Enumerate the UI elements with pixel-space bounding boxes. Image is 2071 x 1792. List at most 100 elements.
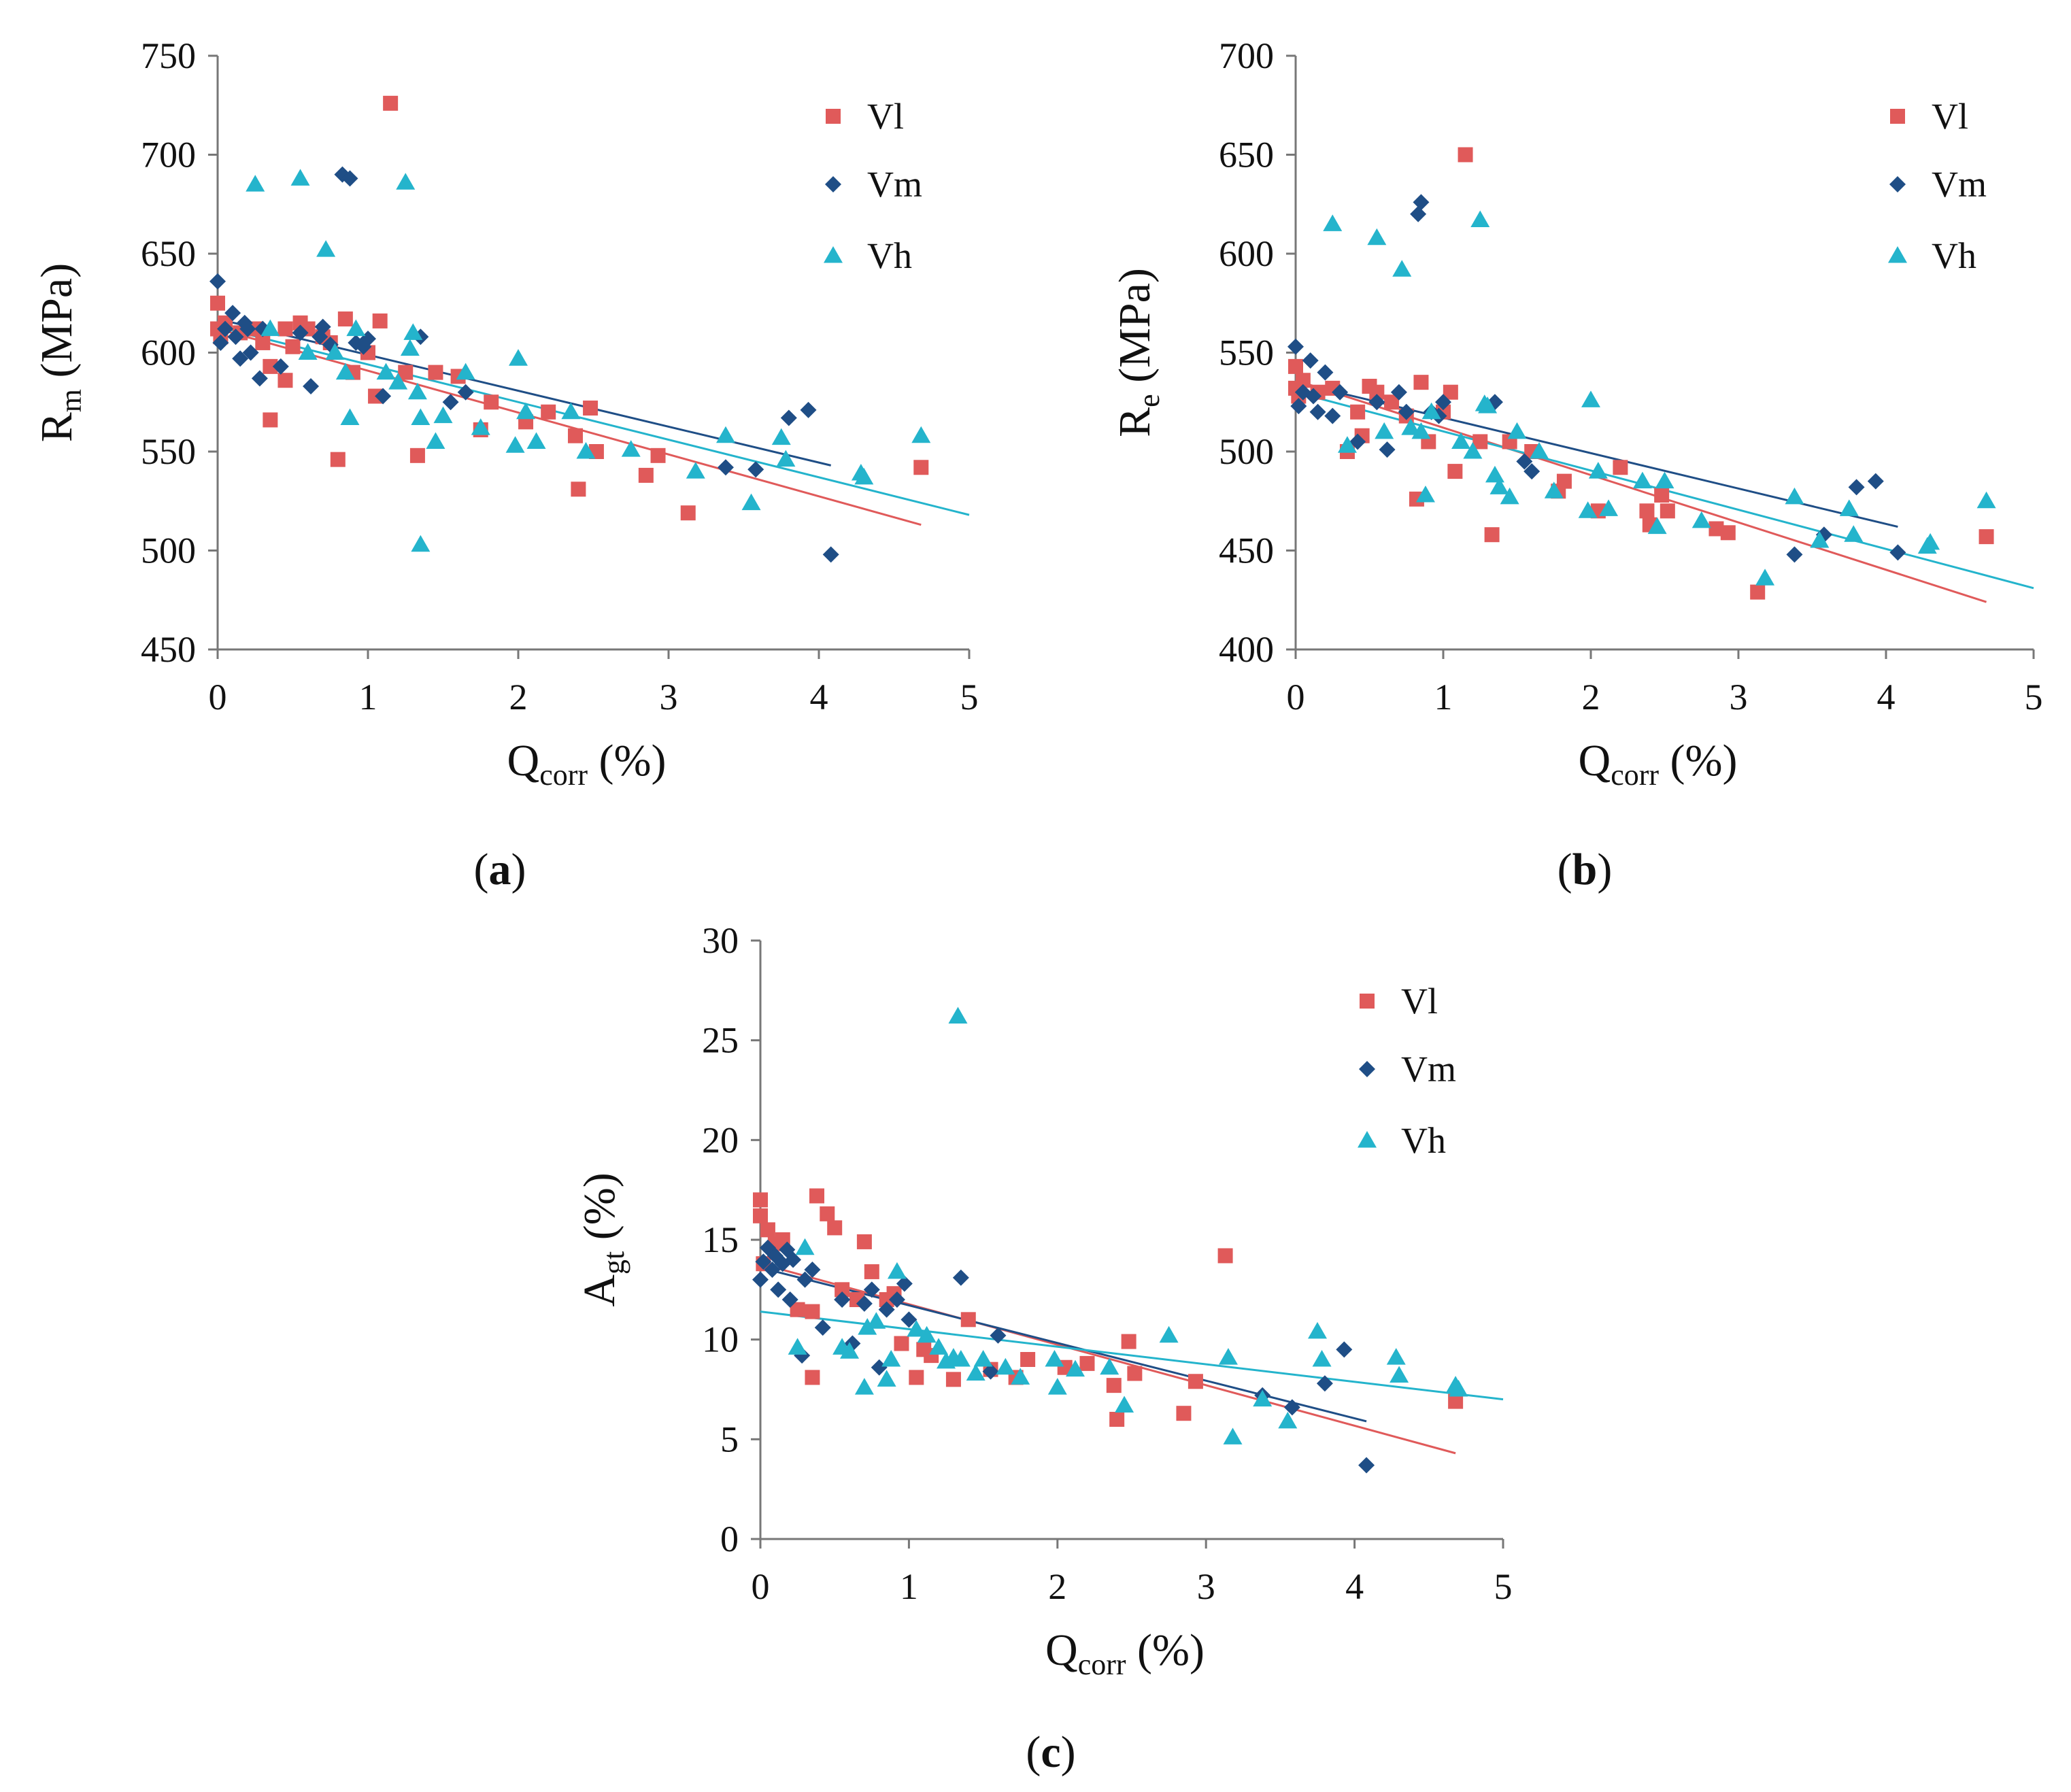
- data-point-vl: [913, 460, 929, 475]
- data-point-vh: [1489, 477, 1509, 494]
- data-point-vl: [1121, 1334, 1136, 1349]
- data-point-vh: [948, 1007, 968, 1024]
- data-point-vm: [212, 334, 229, 351]
- data-point-vm: [232, 350, 249, 367]
- data-point-vl: [805, 1304, 820, 1319]
- data-point-vh: [376, 362, 396, 380]
- data-point-vl: [945, 1372, 961, 1387]
- data-point-vm: [900, 1311, 917, 1328]
- data-point-vl: [760, 1222, 775, 1238]
- x-tick-label: 2: [1582, 677, 1600, 717]
- data-point-vm: [341, 170, 358, 187]
- data-point-vh: [929, 1338, 949, 1355]
- data-point-vh: [298, 343, 318, 360]
- data-point-vh: [407, 382, 427, 400]
- data-point-vl: [753, 1208, 768, 1223]
- data-point-vh: [1100, 1357, 1119, 1375]
- x-tick-label: 3: [1197, 1566, 1215, 1607]
- data-point-vl: [680, 505, 696, 521]
- panel-label: (b): [1558, 845, 1613, 894]
- data-point-vh: [411, 535, 431, 552]
- data-point-vl: [790, 1302, 805, 1317]
- data-point-vl: [1217, 1248, 1233, 1264]
- data-point-vl: [1350, 404, 1366, 420]
- data-point-vm: [1283, 1399, 1300, 1416]
- y-tick-label: 450: [1219, 530, 1274, 571]
- data-point-vl: [1708, 521, 1724, 537]
- data-point-vm: [1379, 441, 1396, 458]
- y-tick-label: 25: [702, 1020, 739, 1061]
- y-tick-label: 20: [702, 1119, 739, 1160]
- data-point-vm: [1786, 546, 1803, 563]
- data-point-vh: [1632, 471, 1652, 489]
- legend-label-vh: Vh: [1401, 1120, 1446, 1161]
- data-point-vl: [1750, 584, 1766, 600]
- data-point-vm: [1368, 394, 1385, 411]
- data-point-vl: [210, 295, 225, 311]
- chart-panel-b: 0 1 2 3 4 5 400 450 500 550 600 650 700 Qcorr (%) Re (…: [1110, 35, 2043, 894]
- y-tick-label: 650: [141, 233, 196, 274]
- data-point-vh: [1392, 260, 1412, 277]
- data-point-vh: [526, 432, 546, 449]
- legend-marker-vl: [826, 109, 841, 124]
- data-point-vl: [827, 1220, 843, 1236]
- data-point-vm: [1302, 352, 1319, 369]
- x-tick-label: 3: [660, 677, 678, 717]
- x-tick-label: 0: [209, 677, 227, 717]
- data-point-vl: [1639, 503, 1655, 519]
- data-point-vm: [242, 344, 259, 361]
- data-point-vh: [1647, 517, 1667, 535]
- data-point-vh: [1544, 481, 1564, 498]
- data-point-vh: [1011, 1368, 1030, 1385]
- data-point-vh: [1390, 1366, 1409, 1383]
- data-point-vm: [1435, 394, 1451, 411]
- data-point-vh: [1839, 499, 1859, 516]
- data-point-vl: [1447, 464, 1463, 479]
- data-point-vm: [863, 1281, 880, 1298]
- data-point-vh: [795, 1238, 815, 1255]
- data-point-vl: [263, 412, 278, 428]
- data-point-vm: [747, 461, 764, 478]
- data-point-vh: [400, 339, 420, 356]
- x-tick-label: 2: [509, 677, 528, 717]
- data-point-vl: [1369, 384, 1385, 400]
- data-point-vh: [1337, 436, 1357, 453]
- data-point-vh: [1599, 499, 1619, 516]
- data-point-vl: [1176, 1406, 1192, 1421]
- data-point-vh: [686, 462, 705, 479]
- data-point-vh: [1415, 486, 1435, 503]
- data-point-vh: [1463, 442, 1483, 459]
- data-point-vh: [1449, 1380, 1468, 1397]
- data-point-vh: [966, 1364, 986, 1381]
- data-point-vm: [982, 1363, 999, 1380]
- data-point-vm: [1349, 433, 1366, 450]
- x-tick-label: 4: [1877, 677, 1896, 717]
- data-point-vl: [1079, 1355, 1095, 1371]
- data-point-vh: [1921, 532, 1940, 550]
- x-tick-label: 5: [2025, 677, 2043, 717]
- data-point-vh: [741, 493, 761, 511]
- data-point-vl: [330, 452, 346, 467]
- data-point-vl: [856, 1234, 872, 1249]
- data-point-vl: [372, 313, 388, 328]
- data-point-vh: [290, 169, 310, 186]
- data-point-vh: [325, 343, 345, 360]
- data-point-vh: [316, 240, 336, 257]
- data-point-vm: [1317, 364, 1334, 381]
- legend-label-vm: Vm: [1932, 164, 1987, 205]
- data-point-vl: [571, 481, 586, 497]
- data-point-vl: [1020, 1352, 1036, 1367]
- y-tick-label: 600: [1219, 233, 1274, 274]
- data-point-vh: [1253, 1389, 1273, 1407]
- legend-marker-vm: [1359, 1061, 1375, 1077]
- data-point-vl: [1109, 1412, 1125, 1427]
- data-point-vh: [576, 442, 596, 459]
- data-point-vh: [411, 408, 431, 426]
- data-point-vm: [1287, 338, 1304, 355]
- data-point-vm: [1358, 1457, 1375, 1474]
- data-point-vh: [1581, 390, 1600, 407]
- data-point-vl: [805, 1370, 820, 1385]
- data-point-vh: [877, 1370, 896, 1387]
- data-point-vm: [1410, 205, 1427, 222]
- legend-label-vh: Vh: [1932, 235, 1976, 276]
